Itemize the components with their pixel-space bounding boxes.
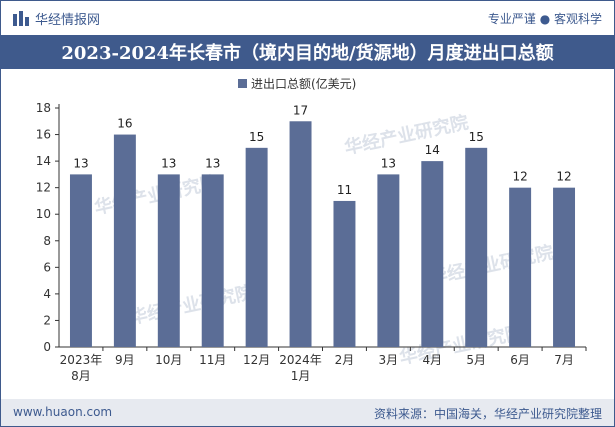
website-link[interactable]: www.huaon.com [13,405,113,419]
x-tick-label: 2023年 [60,353,103,367]
watermark-text: 华经产业研究院 [92,171,220,219]
chart-title: 2023-2024年长春市（境内目的地/货源地）月度进出口总额 [1,35,614,69]
x-tick-label: 1月 [291,369,311,383]
y-tick-label: 16 [36,128,51,142]
watermark-text: 华经产业研究院 [427,241,555,289]
x-tick-label: 10月 [155,353,182,367]
bar [113,134,136,347]
data-label: 15 [249,130,264,144]
y-tick-label: 4 [43,287,51,301]
x-tick-label: 12月 [243,353,270,367]
data-label: 17 [293,103,308,117]
x-tick-label: 8月 [71,369,91,383]
bar [465,147,488,347]
x-tick-label: 3月 [379,353,399,367]
slogan: 专业严谨 ● 客观科学 [487,12,602,26]
header-bar: 华经情报网 专业严谨 ● 客观科学 [1,1,614,35]
x-tick-label: 6月 [510,353,530,367]
bar [377,174,400,347]
brand-name: 华经情报网 [35,13,101,28]
watermark-text: 华经产业研究院 [397,321,525,369]
y-tick-label: 14 [36,154,51,168]
data-label: 14 [425,143,440,157]
bar [553,187,576,347]
x-tick-label: 2024年 [279,353,322,367]
bar [509,187,532,347]
x-tick-label: 5月 [466,353,486,367]
data-label: 12 [512,170,527,184]
brand: 华经情报网 [13,9,100,28]
footer-bar: www.huaon.com 资料来源：中国海关，华经产业研究院整理 [1,399,614,426]
bar [69,174,92,347]
watermark-text: 华经产业研究院 [342,111,470,159]
bar [421,161,444,347]
bar [245,147,268,347]
x-tick-label: 9月 [115,353,135,367]
watermark-text: 华经产业研究院 [127,281,255,329]
data-label: 13 [381,156,396,170]
y-tick-label: 18 [36,101,51,115]
bar [157,174,180,347]
y-tick-label: 8 [43,234,51,248]
y-tick-label: 0 [43,340,51,354]
brand-logo-icon [13,10,29,27]
x-tick-label: 11月 [199,353,226,367]
y-tick-label: 10 [36,207,51,221]
y-tick-label: 12 [36,181,51,195]
data-label: 13 [161,156,176,170]
y-tick-label: 2 [43,313,51,327]
data-source: 资料来源：中国海关，华经产业研究院整理 [373,407,602,421]
bar [333,200,356,347]
legend-swatch [238,79,247,88]
data-label: 13 [205,156,220,170]
data-label: 16 [117,117,132,131]
x-tick-label: 7月 [554,353,574,367]
data-label: 11 [337,183,352,197]
x-tick-label: 2月 [335,353,355,367]
x-tick-label: 4月 [422,353,442,367]
legend-label: 进出口总额(亿美元) [251,76,356,91]
bar [289,121,312,348]
data-label: 13 [73,156,88,170]
y-tick-label: 6 [43,260,51,274]
bar [201,174,224,347]
data-label: 12 [556,170,571,184]
data-label: 15 [469,130,484,144]
